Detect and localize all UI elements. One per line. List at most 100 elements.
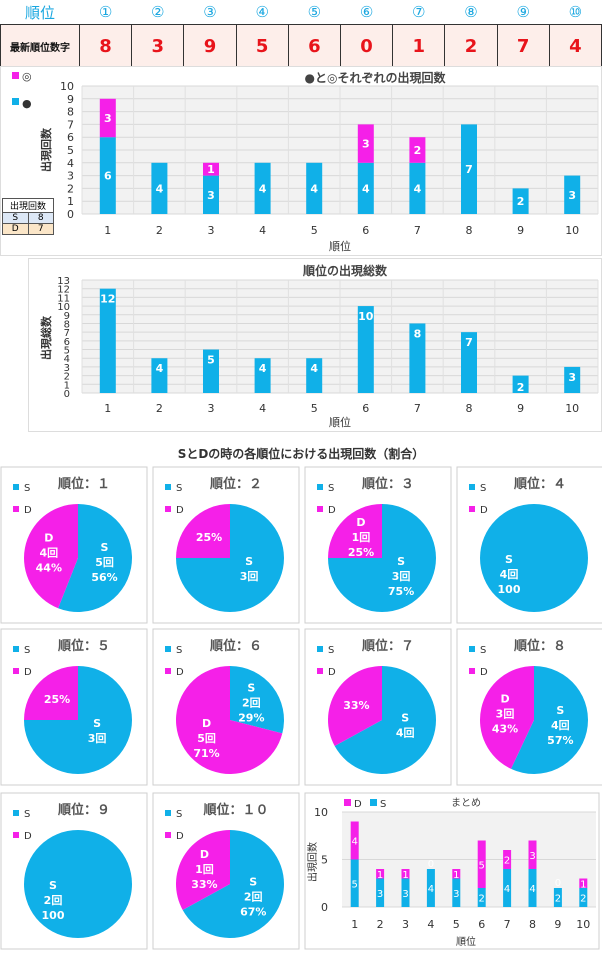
legend-swatch xyxy=(317,484,323,490)
data-label: 2 xyxy=(555,894,561,905)
pie-s-label: 57% xyxy=(547,734,573,747)
y-tick-label: 1 xyxy=(64,380,70,391)
data-label: 0 xyxy=(428,859,434,870)
x-tick-label: 3 xyxy=(208,402,215,415)
legend-label: D xyxy=(24,667,32,678)
legend-label: D xyxy=(176,505,184,516)
counts-box-title: 出現回数 xyxy=(2,198,54,213)
bar xyxy=(376,878,385,907)
latest-digit: 4 xyxy=(548,24,602,68)
legend-swatch xyxy=(165,668,171,674)
pie-s-label: 3回 xyxy=(88,731,107,745)
counts-value: 8 xyxy=(37,213,44,223)
pie-s-label: 4回 xyxy=(396,726,415,740)
legend-swatch xyxy=(13,506,19,512)
latest-digit: 6 xyxy=(287,24,341,68)
y-tick-label: 7 xyxy=(67,118,74,131)
y-tick-label: 3 xyxy=(64,363,70,374)
pie-s-label: S xyxy=(245,555,253,568)
pie-s-label: 4回 xyxy=(551,718,570,732)
bar xyxy=(452,869,461,879)
pie-d-label: 5回 xyxy=(197,731,216,745)
pie-d-label: 0 xyxy=(580,512,587,523)
bar xyxy=(203,349,219,393)
data-label: 10 xyxy=(358,310,374,323)
pie-d-label: 1回 xyxy=(352,530,371,544)
pie-d-label: D xyxy=(200,848,209,861)
data-label: 5 xyxy=(479,860,485,871)
bar xyxy=(350,859,359,907)
bar xyxy=(409,162,426,214)
pie-slice-d xyxy=(175,830,230,911)
pie-s-label: S xyxy=(249,876,257,889)
x-tick-label: 10 xyxy=(565,224,579,237)
data-label: 7 xyxy=(465,163,473,176)
legend-swatch xyxy=(317,506,323,512)
pie-d-label: 3回 xyxy=(496,707,515,721)
pie-s-label: 75% xyxy=(388,585,414,598)
pie-s-label: S xyxy=(101,541,109,554)
pie-title: 順位：１０ xyxy=(203,802,268,818)
data-label: 4 xyxy=(362,182,370,195)
section-title: SとDの時の各順位における出現回数（割合） xyxy=(178,446,425,461)
latest-digit: 9 xyxy=(183,24,237,68)
x-tick-label: 10 xyxy=(576,918,590,931)
x-tick-label: 1 xyxy=(351,918,358,931)
y-tick-label: 2 xyxy=(67,182,74,195)
y-tick-label: 10 xyxy=(57,302,70,313)
legend-label: D xyxy=(328,667,336,678)
legend-swatch xyxy=(13,810,19,816)
x-tick-label: 7 xyxy=(414,402,421,415)
rank-header: ⑨ xyxy=(516,3,530,21)
data-label: 12 xyxy=(100,293,115,306)
data-label: 3 xyxy=(377,889,383,900)
pie-s-label: S xyxy=(93,717,101,730)
data-label: 3 xyxy=(568,189,576,202)
chart-title: まとめ xyxy=(451,797,481,809)
legend-label: D xyxy=(24,505,32,516)
pie-slice-d xyxy=(328,504,382,558)
y-tick-label: 4 xyxy=(67,157,74,170)
pie-d-label: D xyxy=(356,516,365,529)
bar xyxy=(203,175,219,214)
bar xyxy=(409,137,426,163)
y-tick-label: 5 xyxy=(67,144,74,157)
data-label: 3 xyxy=(104,112,112,125)
data-label: 4 xyxy=(529,884,535,895)
x-tick-label: 7 xyxy=(504,918,511,931)
y-tick-label: 13 xyxy=(57,276,70,287)
y-tick-label: 7 xyxy=(64,328,70,339)
pie-title: 順位：５ xyxy=(58,638,110,654)
rank-header: ⑥ xyxy=(359,3,374,21)
pie-slice-s xyxy=(480,504,588,612)
bar xyxy=(426,869,435,907)
pie-s-label: S xyxy=(397,555,405,568)
x-tick-label: 9 xyxy=(554,918,561,931)
rank-header-label: 順位 xyxy=(24,3,55,22)
pie-title: 順位：１ xyxy=(58,476,110,492)
bar xyxy=(357,306,374,393)
legend-swatch xyxy=(165,646,171,652)
x-tick-label: 1 xyxy=(104,224,111,237)
pie-s-label: S xyxy=(556,704,564,717)
legend-label: D xyxy=(480,667,488,678)
rank-header: ⑩ xyxy=(568,3,583,21)
pie-d-label: 44% xyxy=(36,561,62,574)
legend-label: S xyxy=(176,483,182,494)
counts-row-s: S 8 xyxy=(2,213,54,224)
legend-swatch xyxy=(12,98,19,105)
pie-s-label: 2回 xyxy=(244,890,263,904)
pie-slice-d xyxy=(176,665,283,774)
legend-label: S xyxy=(24,483,30,494)
legend-swatch xyxy=(165,484,171,490)
x-tick-label: 6 xyxy=(478,918,485,931)
legend-swatch xyxy=(469,646,475,652)
x-tick-label: 9 xyxy=(517,402,524,415)
x-tick-label: 5 xyxy=(311,402,318,415)
pie-s-label: 3回 xyxy=(392,569,411,583)
y-axis-label: 出現総数 xyxy=(39,315,53,360)
data-label: 3 xyxy=(453,889,459,900)
data-label: 1 xyxy=(377,870,383,881)
bar xyxy=(564,175,581,214)
